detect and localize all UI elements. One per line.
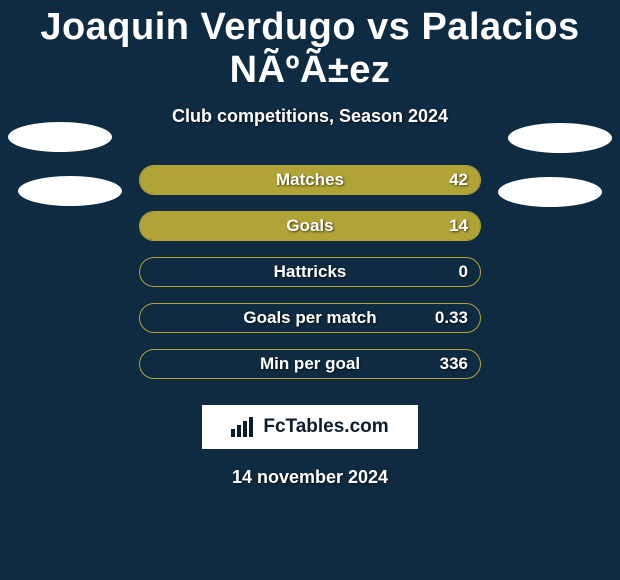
logo-box[interactable]: FcTables.com [202, 405, 418, 449]
stat-value: 0 [459, 262, 468, 282]
stat-bar-fill [140, 212, 480, 240]
logo-text: FcTables.com [263, 416, 388, 438]
player-left-thumb-1 [8, 122, 112, 152]
player-left-thumb-2 [18, 176, 122, 206]
date-text: 14 november 2024 [232, 467, 388, 488]
player-right-thumb-2 [498, 177, 602, 207]
stat-bar-fill [140, 166, 480, 194]
stat-label: Hattricks [140, 262, 480, 282]
page-subtitle: Club competitions, Season 2024 [172, 106, 448, 127]
chart-bars-icon [231, 417, 257, 437]
stat-value: 0.33 [435, 308, 468, 328]
stat-bar-hattricks: Hattricks 0 [139, 257, 481, 287]
stat-label: Min per goal [140, 354, 480, 374]
stat-label: Goals per match [140, 308, 480, 328]
page-title: Joaquin Verdugo vs Palacios NÃºÃ±ez [0, 6, 620, 92]
stat-bar-goals-per-match: Goals per match 0.33 [139, 303, 481, 333]
stat-bar-matches: Matches 42 [139, 165, 481, 195]
stat-bar-min-per-goal: Min per goal 336 [139, 349, 481, 379]
stat-bar-goals: Goals 14 [139, 211, 481, 241]
stat-value: 336 [440, 354, 468, 374]
player-right-thumb-1 [508, 123, 612, 153]
page: Joaquin Verdugo vs Palacios NÃºÃ±ez Club… [0, 0, 620, 580]
stat-bars: Matches 42 Goals 14 Hattricks 0 Goals pe… [139, 165, 481, 379]
